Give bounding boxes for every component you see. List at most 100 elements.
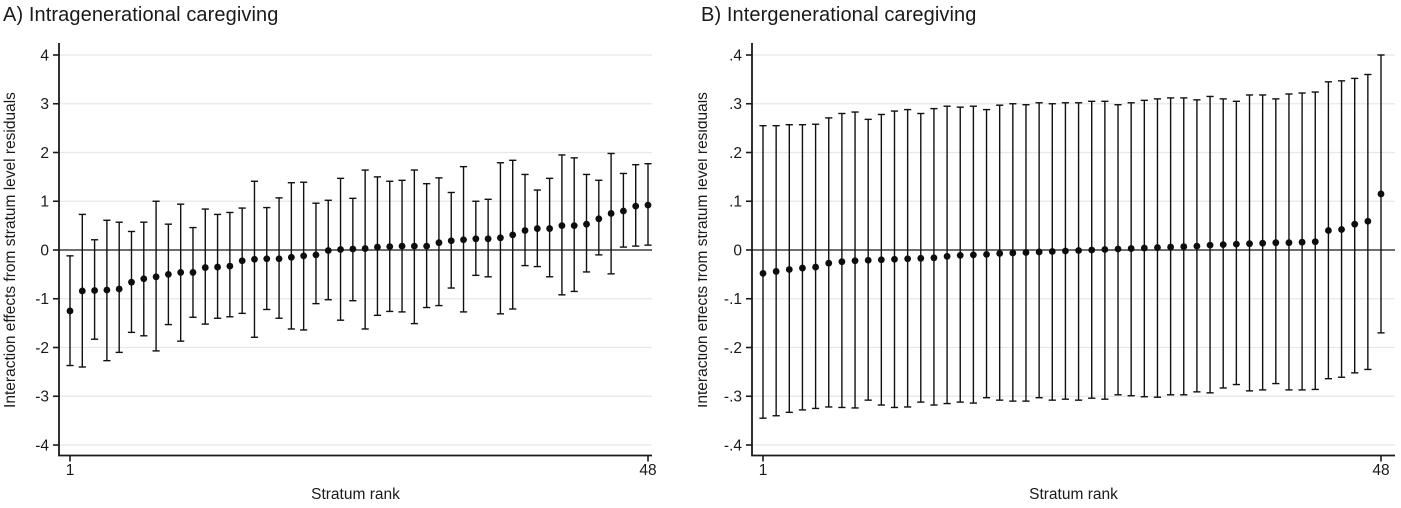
point-estimate-dot — [460, 236, 467, 244]
y-tick-label: .2 — [729, 145, 742, 162]
point-estimate-dot — [1114, 245, 1122, 253]
point-estimate-dot — [996, 250, 1004, 257]
point-estimate-dot — [930, 254, 938, 262]
point-estimate-dot — [864, 256, 872, 264]
point-estimate-dot — [1180, 243, 1188, 250]
y-tick-label: 4 — [40, 47, 49, 64]
x-axis-title: Stratum rank — [311, 486, 400, 503]
point-estimate-dot — [189, 269, 197, 276]
point-estimate-dot — [115, 285, 123, 293]
panel-a-title: A) Intragenerational caregiving — [3, 4, 279, 26]
y-tick-label: .4 — [729, 47, 742, 64]
point-estimate-dot — [324, 247, 332, 254]
point-estimate-dot — [620, 207, 627, 215]
x-tick-label: 48 — [639, 462, 656, 479]
point-estimate-dot — [1035, 248, 1043, 256]
point-estimate-dot — [825, 259, 833, 267]
point-estimate-dot — [374, 243, 381, 251]
point-estimate-dot — [799, 264, 806, 272]
y-tick-label: 0 — [733, 242, 742, 259]
y-tick-label: -.1 — [724, 291, 742, 308]
point-estimate-dot — [1232, 240, 1240, 248]
point-estimate-dot — [128, 278, 135, 286]
y-tick-label: -.2 — [724, 340, 742, 357]
point-estimate-dot — [570, 222, 578, 230]
point-estimate-dot — [1167, 243, 1175, 251]
point-estimate-dot — [1075, 247, 1082, 254]
y-tick-label: -.4 — [724, 437, 742, 454]
point-estimate-dot — [1127, 245, 1135, 252]
y-tick-label: -1 — [35, 291, 49, 308]
point-estimate-dot — [337, 246, 344, 253]
point-estimate-dot — [558, 222, 566, 230]
point-estimate-dot — [1259, 239, 1267, 247]
point-estimate-dot — [152, 273, 160, 281]
point-estimate-dot — [509, 231, 517, 239]
point-estimate-dot — [759, 270, 767, 277]
point-estimate-dot — [1022, 249, 1030, 256]
point-estimate-dot — [497, 234, 504, 242]
point-estimate-dot — [969, 251, 977, 259]
x-tick-label: 48 — [1372, 462, 1389, 479]
point-estimate-dot — [226, 262, 234, 270]
y-tick-label: .3 — [729, 96, 742, 113]
y-tick-label: .1 — [729, 194, 742, 211]
point-estimate-dot — [312, 251, 320, 259]
y-axis-title: Interaction effects from stratum level r… — [698, 92, 711, 408]
point-estimate-dot — [1351, 220, 1359, 228]
x-axis-title: Stratum rank — [1029, 486, 1118, 503]
point-estimate-dot — [521, 227, 529, 234]
point-estimate-dot — [1154, 244, 1161, 251]
point-estimate-dot — [1193, 242, 1201, 250]
panel-b-chart: .4 .3 .2 .1 0 -.1 -.2 -.3 -.4 1 48 Interaction effe… — [698, 43, 1395, 503]
y-tick-label: -3 — [35, 389, 49, 406]
point-estimate-dot — [398, 242, 406, 250]
point-estimate-dot — [251, 255, 258, 263]
point-estimate-dot — [877, 256, 885, 264]
point-estimate-dot — [1377, 190, 1385, 198]
point-estimate-dot — [1009, 249, 1017, 257]
point-estimate-dot — [103, 286, 111, 294]
point-estimate-dot — [214, 263, 221, 271]
point-estimate-dot — [1246, 240, 1253, 248]
point-estimate-dot — [943, 252, 951, 260]
point-estimate-dot — [1219, 241, 1227, 249]
point-estimate-dot — [435, 239, 443, 247]
y-tick-label: 1 — [40, 194, 49, 211]
panel-b-title: B) Intergenerational caregiving — [701, 4, 977, 26]
point-estimate-dot — [287, 253, 295, 261]
y-tick-label: -.3 — [724, 389, 742, 406]
point-estimate-dot — [1364, 217, 1372, 225]
y-axis-title: Interaction effects from stratum level r… — [2, 92, 19, 408]
point-estimate-dot — [956, 251, 964, 259]
point-estimate-dot — [361, 245, 369, 252]
point-estimate-dot — [1285, 239, 1293, 247]
point-estimate-dot — [386, 243, 394, 250]
point-estimate-dot — [1101, 246, 1109, 253]
point-estimate-dot — [838, 258, 846, 266]
point-estimate-dot — [772, 268, 780, 275]
point-estimate-dot — [632, 202, 640, 210]
point-estimate-dot — [812, 263, 819, 271]
point-estimate-dot — [140, 275, 148, 283]
point-estimate-dot — [785, 266, 793, 273]
point-estimate-dot — [1206, 241, 1214, 249]
point-estimate-dot — [1048, 248, 1056, 255]
point-estimate-dot — [904, 255, 912, 263]
point-estimate-dot — [78, 287, 86, 295]
point-estimate-dot — [263, 255, 271, 263]
y-tick-label: 3 — [40, 96, 49, 113]
point-estimate-dot — [1140, 244, 1148, 252]
point-estimate-dot — [275, 255, 283, 263]
point-estimate-dot — [1298, 238, 1306, 246]
point-estimate-dot — [917, 254, 925, 262]
point-estimate-dot — [177, 269, 185, 276]
point-estimate-dot — [1311, 238, 1319, 246]
panel-a: A) Intragenerational caregiving 4 3 2 1 0 -1 -… — [0, 0, 700, 508]
point-estimate-dot — [1338, 226, 1345, 233]
point-estimate-dot — [533, 225, 541, 232]
x-tick-label: 1 — [759, 462, 768, 479]
y-tick-label: 2 — [40, 145, 49, 162]
point-estimate-dot — [1088, 246, 1096, 254]
point-estimate-dot — [349, 245, 357, 253]
